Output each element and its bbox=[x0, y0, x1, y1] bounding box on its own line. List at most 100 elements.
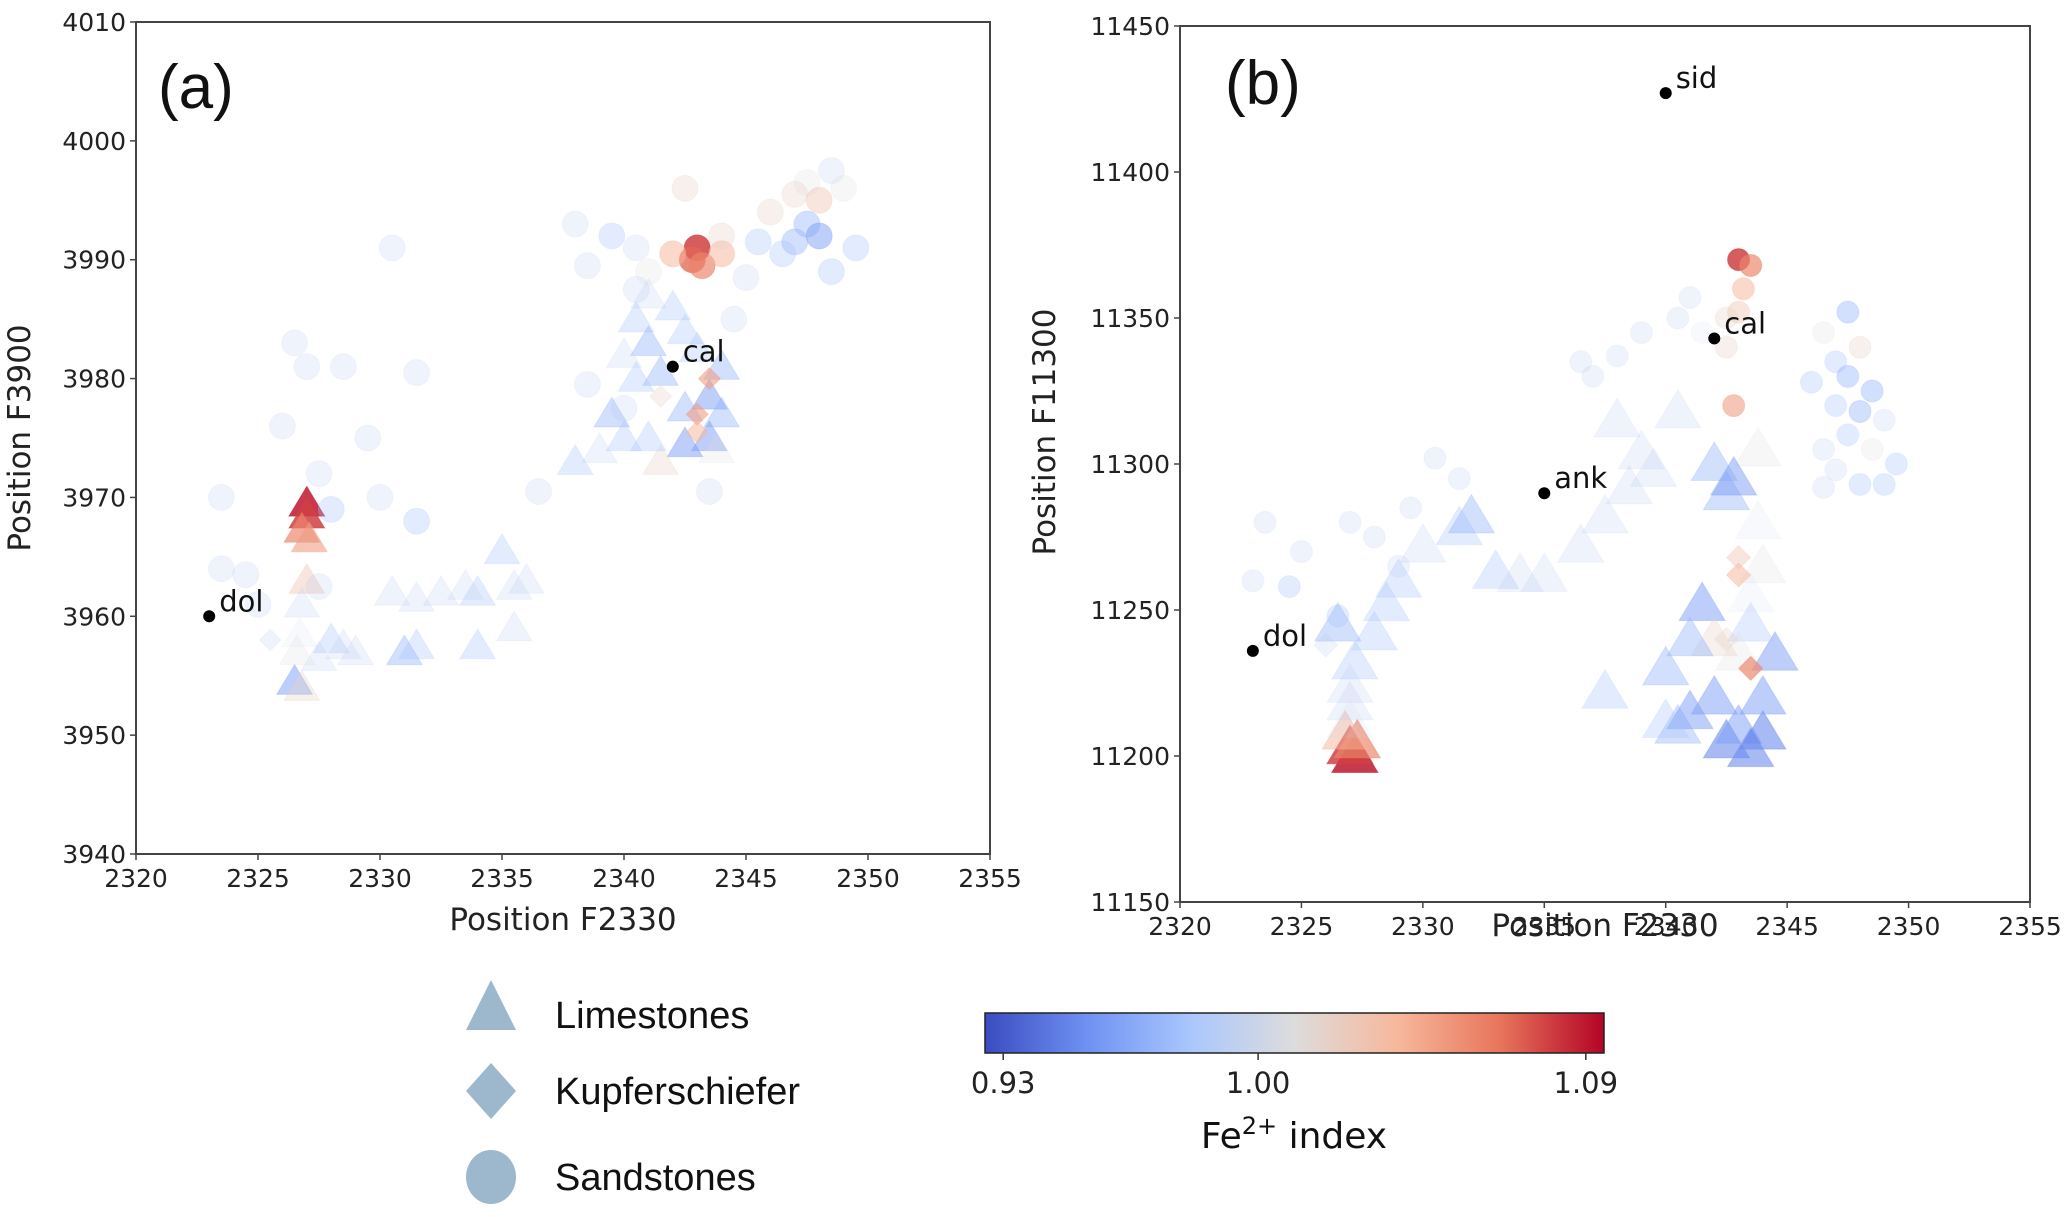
reference-point-ank bbox=[1538, 487, 1551, 500]
a-sandstones-point bbox=[769, 240, 797, 268]
b-limestones-point bbox=[1556, 522, 1605, 563]
b-sandstones-point bbox=[1605, 344, 1629, 368]
b-limestones-point bbox=[1751, 630, 1799, 671]
b-limestones-point bbox=[1593, 397, 1642, 438]
x-tick-label: 2350 bbox=[1877, 912, 1941, 941]
b-sandstones-point bbox=[1836, 423, 1860, 447]
b-sandstones-point bbox=[1836, 300, 1860, 324]
a-limestones-point bbox=[280, 616, 319, 648]
b-sandstones-point bbox=[1848, 399, 1872, 423]
a-sandstones-point bbox=[525, 477, 553, 505]
b-limestones-point bbox=[1471, 549, 1520, 590]
panel-b-points bbox=[1241, 248, 1908, 773]
b-sandstones-point bbox=[1812, 475, 1836, 499]
a-sandstones-point bbox=[378, 234, 406, 262]
legend-circle-icon bbox=[466, 1150, 516, 1204]
a-limestones-point bbox=[605, 420, 643, 452]
b-limestones-point bbox=[1641, 697, 1690, 738]
b-sandstones-point bbox=[1812, 437, 1836, 461]
a-sandstones-point bbox=[244, 590, 272, 618]
b-limestones-point bbox=[1520, 551, 1569, 592]
b-limestones-point bbox=[1313, 601, 1362, 642]
b-sandstones-point bbox=[1581, 364, 1605, 388]
a-sandstones-point bbox=[756, 198, 784, 226]
x-tick-label: 2350 bbox=[836, 864, 900, 893]
b-limestones-point bbox=[1330, 639, 1379, 680]
a-sandstones-point bbox=[781, 180, 809, 208]
b-limestones-point bbox=[1326, 697, 1374, 738]
b-limestones-point bbox=[1362, 581, 1411, 622]
colorbar-title: Fe2+ index bbox=[1201, 1112, 1387, 1157]
x-tick-label: 2320 bbox=[104, 864, 168, 893]
a-sandstones-point bbox=[573, 252, 601, 280]
b-sandstones-point bbox=[1399, 496, 1423, 520]
a-limestones-point bbox=[283, 669, 321, 701]
y-tick-label: 3980 bbox=[62, 365, 126, 394]
b-limestones-point bbox=[1447, 493, 1496, 534]
b-sandstones-point bbox=[1727, 300, 1751, 324]
a-limestones-point bbox=[629, 277, 668, 309]
a-limestones-point bbox=[495, 568, 533, 600]
b-sandstones-point bbox=[1872, 408, 1896, 432]
a-limestones-point bbox=[690, 378, 729, 410]
colorbar-tick-label: 0.93 bbox=[971, 1066, 1036, 1100]
reference-point-cal bbox=[1708, 332, 1721, 345]
b-sandstones-point bbox=[1731, 277, 1755, 301]
a-limestones-point bbox=[593, 396, 631, 428]
legend-diamond-icon bbox=[466, 1063, 516, 1119]
b-limestones-point bbox=[1709, 455, 1758, 496]
x-tick-label: 2325 bbox=[1270, 912, 1334, 941]
b-sandstones-point bbox=[1872, 472, 1896, 496]
a-limestones-point bbox=[397, 580, 436, 612]
a-sandstones-point bbox=[695, 477, 723, 505]
b-sandstones-point bbox=[1848, 472, 1872, 496]
a-sandstones-point bbox=[805, 222, 833, 250]
b-limestones-point bbox=[1581, 493, 1629, 534]
a-limestones-point bbox=[446, 568, 485, 600]
a-limestones-point bbox=[324, 628, 363, 660]
a-limestones-point bbox=[385, 633, 424, 666]
b-sandstones-point bbox=[1666, 306, 1690, 330]
a-sandstones-point bbox=[561, 210, 589, 238]
panel-b: 2320 2325 2330 2335 2340 2345 2350 2355 1115011… bbox=[1027, 12, 2062, 944]
b-sandstones-point bbox=[1678, 286, 1702, 310]
a-limestones-point bbox=[697, 431, 736, 464]
b-sandstones-point bbox=[1739, 253, 1763, 277]
b-limestones-point bbox=[1496, 551, 1544, 592]
legend-label-sandstones: Sandstones bbox=[555, 1157, 756, 1199]
b-limestones-point bbox=[1321, 709, 1370, 750]
a-sandstones-point bbox=[708, 240, 736, 268]
a-sandstones-point bbox=[817, 258, 845, 286]
a-kupferschiefer-point bbox=[648, 384, 673, 409]
b-sandstones-point bbox=[1447, 467, 1471, 491]
colorbar-tick-label: 1.00 bbox=[1226, 1066, 1291, 1100]
b-limestones-point bbox=[1678, 581, 1727, 622]
b-sandstones-point bbox=[1824, 394, 1848, 418]
b-sandstones-point bbox=[1860, 437, 1884, 461]
colorbar: 0.93 1.00 1.09 Fe2+ index bbox=[971, 1012, 1618, 1157]
b-limestones-point bbox=[1350, 610, 1399, 651]
a-limestones-point bbox=[288, 562, 326, 594]
legend-triangle-icon bbox=[466, 980, 516, 1030]
a-sandstones-point bbox=[830, 174, 858, 202]
b-sandstones-point bbox=[1387, 554, 1411, 578]
a-limestones-point bbox=[580, 431, 619, 464]
a-limestones-point bbox=[312, 622, 350, 654]
b-limestones-point bbox=[1435, 505, 1484, 546]
a-limestones-point bbox=[397, 628, 436, 660]
y-tick-label: 3970 bbox=[62, 483, 126, 512]
a-sandstones-point bbox=[573, 371, 601, 399]
a-limestones-point bbox=[458, 574, 497, 606]
y-tick-label: 3960 bbox=[62, 602, 126, 631]
reference-point-dol bbox=[203, 610, 216, 623]
a-sandstones-point bbox=[317, 495, 345, 523]
b-sandstones-point bbox=[1277, 575, 1301, 599]
x-tick-label: 2340 bbox=[1634, 912, 1698, 941]
b-limestones-point bbox=[1666, 616, 1714, 657]
panel-b-y-axis-label: Position F11300 bbox=[1027, 308, 1063, 555]
b-sandstones-point bbox=[1824, 350, 1848, 374]
a-sandstones-point bbox=[598, 222, 626, 250]
x-tick-label: 2335 bbox=[1512, 912, 1576, 941]
x-tick-label: 2355 bbox=[1998, 912, 2062, 941]
b-limestones-point bbox=[1726, 601, 1775, 642]
